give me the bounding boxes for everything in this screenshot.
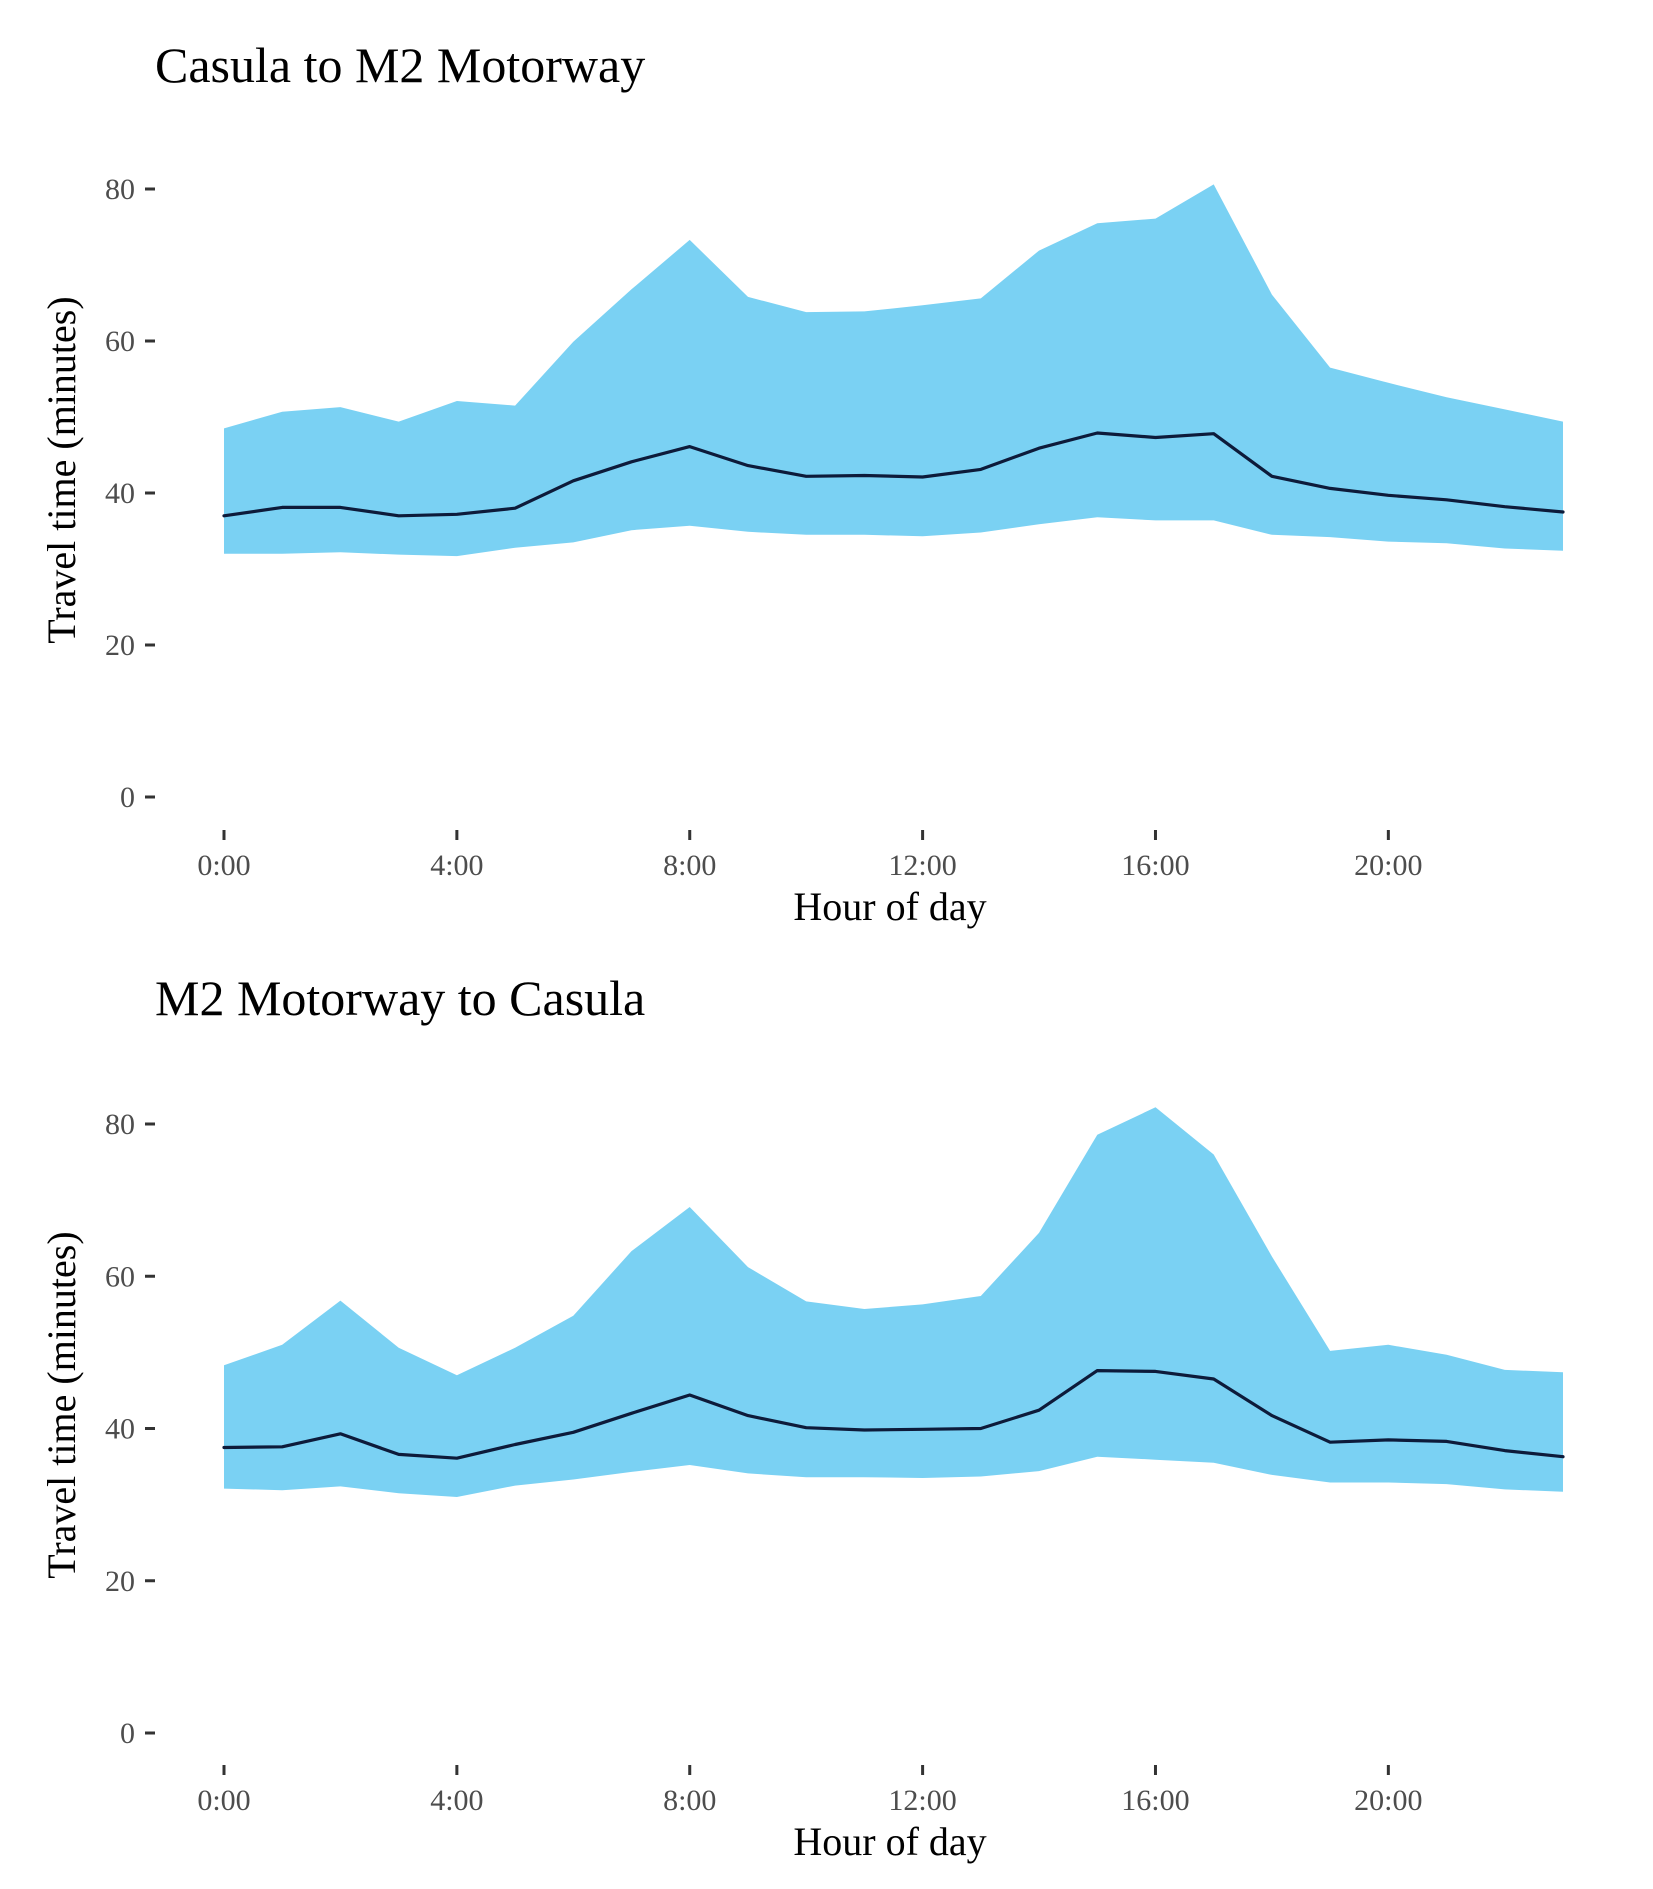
- y-axis-title: Travel time (minutes): [39, 296, 84, 643]
- x-tick-label: 16:00: [1121, 1784, 1189, 1817]
- chart-panel-m2-to-casula: M2 Motorway to Casula 0 20 40 60 80 0:00 4:00…: [39, 970, 1565, 1864]
- y-tick-label: 0: [120, 1717, 135, 1750]
- median-travel-time-line: [222, 1369, 1565, 1460]
- plot-area: [222, 184, 1565, 557]
- x-tick-label: 12:00: [888, 1784, 956, 1817]
- x-tick-label: 4:00: [430, 1784, 483, 1817]
- y-tick-label: 80: [105, 173, 135, 206]
- x-axis: 0:00 4:00 8:00 12:00 16:00 20:00: [197, 1765, 1423, 1817]
- chart-title: M2 Motorway to Casula: [155, 970, 645, 1026]
- y-tick-label: 0: [120, 781, 135, 814]
- y-tick-label: 60: [105, 325, 135, 358]
- travel-time-range-band: [224, 1107, 1563, 1497]
- x-tick-label: 20:00: [1354, 849, 1422, 882]
- y-tick-label: 20: [105, 1565, 135, 1598]
- x-tick-label: 8:00: [663, 849, 716, 882]
- x-axis: 0:00 4:00 8:00 12:00 16:00 20:00: [197, 830, 1423, 882]
- x-axis-title: Hour of day: [793, 1819, 986, 1864]
- y-axis: 0 20 40 60 80: [105, 1108, 155, 1750]
- y-tick-label: 40: [105, 1413, 135, 1446]
- plot-area: [222, 1107, 1565, 1497]
- median-travel-time-line: [222, 431, 1565, 518]
- y-axis-title: Travel time (minutes): [39, 1231, 84, 1578]
- x-tick-label: 20:00: [1354, 1784, 1422, 1817]
- y-axis: 0 20 40 60 80: [105, 173, 155, 814]
- x-tick-label: 0:00: [197, 849, 250, 882]
- x-tick-label: 0:00: [197, 1784, 250, 1817]
- chart-title: Casula to M2 Motorway: [155, 37, 645, 93]
- x-tick-label: 4:00: [430, 849, 483, 882]
- y-tick-label: 40: [105, 477, 135, 510]
- x-tick-label: 8:00: [663, 1784, 716, 1817]
- chart-panel-casula-to-m2: Casula to M2 Motorway 0 20 40 60 80 0:00 4:00…: [39, 37, 1565, 929]
- x-axis-title: Hour of day: [793, 884, 986, 929]
- x-tick-label: 16:00: [1121, 849, 1189, 882]
- x-tick-label: 12:00: [888, 849, 956, 882]
- y-tick-label: 80: [105, 1108, 135, 1141]
- travel-time-range-band: [224, 184, 1563, 557]
- y-tick-label: 20: [105, 629, 135, 662]
- y-tick-label: 60: [105, 1260, 135, 1293]
